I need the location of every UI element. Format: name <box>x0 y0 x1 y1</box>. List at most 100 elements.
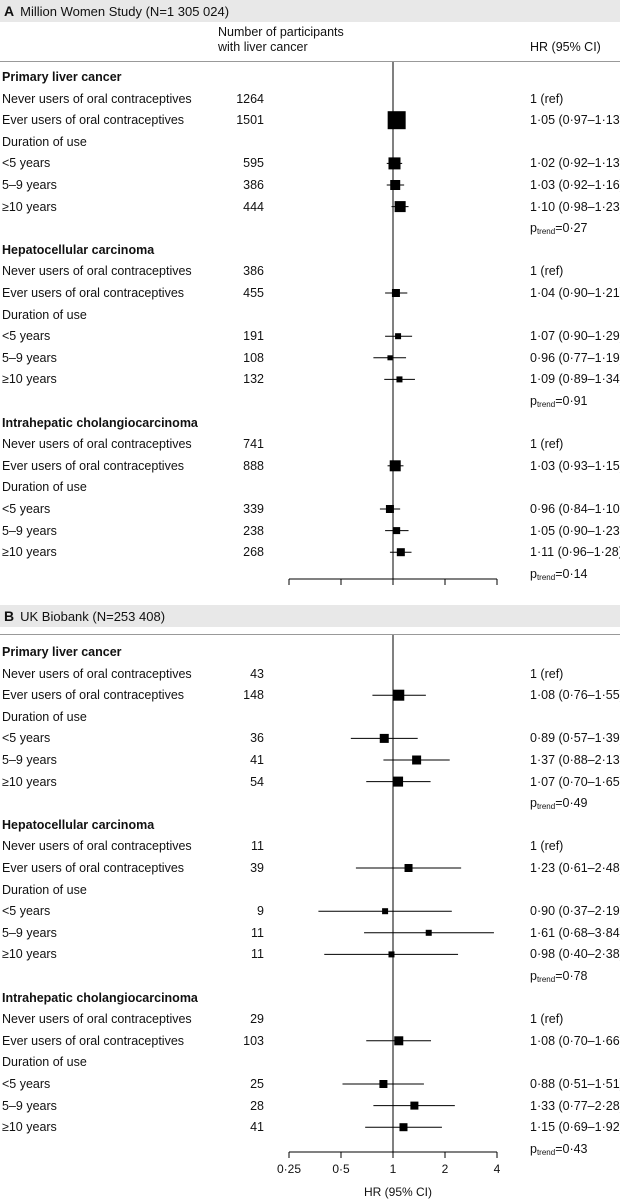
table-row: 5–9 years 41 1·37 (0·88–2·13) <box>0 750 620 770</box>
participant-count: 11 <box>251 947 264 962</box>
p-trend-subscript: trend <box>536 400 556 409</box>
table-row: <5 years 339 0·96 (0·84–1·10) <box>0 499 620 519</box>
trend-row: ptrend=0·49 <box>0 793 620 813</box>
hr-ci-text: 1·03 (0·93–1·15) <box>530 458 620 473</box>
table-row: <5 years 191 1·07 (0·90–1·29) <box>0 326 620 346</box>
table-row: Never users of oral contraceptives 1264 1 … <box>0 89 620 109</box>
p-trend-value: =0·27 <box>555 221 588 236</box>
hr-ci-text: 1·08 (0·76–1·55) <box>530 688 620 703</box>
p-trend-text: ptrend=0·78 <box>530 966 588 990</box>
p-trend-text: ptrend=0·14 <box>530 564 588 588</box>
panel-a-header-rule <box>0 61 620 62</box>
hr-marker <box>389 460 401 472</box>
hr-ci-text: 1 (ref) <box>530 666 564 681</box>
section-row: Primary liver cancer <box>0 642 620 662</box>
x-axis-label: HR (95% CI) <box>364 1185 433 1199</box>
participant-count: 11 <box>251 925 264 940</box>
hr-ci-text: 0·98 (0·40–2·38) <box>530 947 620 962</box>
x-tick-label: 0·5 <box>332 1162 350 1176</box>
panel-b-header-rule <box>0 634 620 635</box>
hr-ci-text: 1·05 (0·97–1·13) <box>530 113 620 128</box>
participant-count: 386 <box>243 178 264 192</box>
row-label: Never users of oral contraceptives <box>2 91 192 106</box>
participant-count: 36 <box>250 731 264 746</box>
table-row: Duration of use <box>0 305 620 325</box>
hr-marker <box>395 333 402 340</box>
p-trend-subscript: trend <box>536 802 556 812</box>
participant-count: 9 <box>257 904 264 919</box>
panel-b-letter: B <box>4 608 15 624</box>
hr-ci-text: 1·02 (0·92–1·13) <box>530 156 620 171</box>
participant-count: 29 <box>250 1012 264 1027</box>
table-row: 5–9 years 386 1·03 (0·92–1·16) <box>0 175 620 195</box>
hr-marker <box>390 180 401 190</box>
section-row: Primary liver cancer <box>0 67 620 87</box>
participants-column-header: Number of participants with liver cancer <box>218 25 344 55</box>
p-trend-text: ptrend=0·27 <box>530 218 588 242</box>
participant-count: 444 <box>243 199 264 214</box>
table-row: ≥10 years 444 1·10 (0·98–1·23) <box>0 197 620 217</box>
row-label: Never users of oral contraceptives <box>2 839 192 854</box>
p-trend-symbol: p <box>530 796 537 811</box>
p-trend-symbol: p <box>530 566 537 581</box>
participant-count: 25 <box>250 1077 264 1091</box>
table-row: Ever users of oral contraceptives 455 1·04… <box>0 283 620 303</box>
row-label: ≥10 years <box>2 372 57 387</box>
row-label: ≥10 years <box>2 545 57 560</box>
panel-a-title: Million Women Study (N=1 305 024) <box>20 4 230 19</box>
participant-count: 54 <box>250 774 264 789</box>
table-row: 5–9 years 108 0·96 (0·77–1·19) <box>0 348 620 368</box>
hr-ci-text: 1 (ref) <box>530 91 564 106</box>
panel-a-letter: A <box>4 3 15 19</box>
row-label: Ever users of oral contraceptives <box>2 688 185 703</box>
x-tick-label: 4 <box>493 1162 501 1176</box>
row-label: Ever users of oral contraceptives <box>2 286 185 300</box>
row-label: Never users of oral contraceptives <box>2 264 192 279</box>
hr-marker <box>394 201 406 213</box>
hr-ci-text: 1·09 (0·89–1·34) <box>530 372 620 387</box>
hr-ci-text: 1 (ref) <box>530 264 564 279</box>
table-row: ≥10 years 11 0·98 (0·40–2·38) <box>0 944 620 964</box>
row-label: Ever users of oral contraceptives <box>2 1033 185 1048</box>
p-trend-value: =0·14 <box>555 566 588 581</box>
section-row: Hepatocellular carcinoma <box>0 815 620 835</box>
row-label: ≥10 years <box>2 947 57 962</box>
table-row: Duration of use <box>0 707 620 727</box>
row-label: <5 years <box>2 904 51 919</box>
hr-marker <box>388 157 401 170</box>
participant-count: 39 <box>250 861 264 875</box>
table-row: Duration of use <box>0 1052 620 1072</box>
hr-ci-text: 1·61 (0·68–3·84) <box>530 925 620 940</box>
p-trend-subscript: trend <box>536 1147 556 1157</box>
participant-count: 268 <box>243 545 264 560</box>
row-label: Duration of use <box>2 480 87 495</box>
participant-count: 191 <box>243 329 264 344</box>
trend-row: ptrend=0·91 <box>0 391 620 411</box>
hr-marker <box>396 548 405 557</box>
table-row: Never users of oral contraceptives 29 1 (r… <box>0 1009 620 1029</box>
x-tick-label: 0·25 <box>276 1162 302 1176</box>
row-label: ≥10 years <box>2 774 57 789</box>
hr-ci-text: 1·07 (0·90–1·29) <box>530 329 620 344</box>
p-trend-subscript: trend <box>536 227 556 237</box>
row-label: Never users of oral contraceptives <box>2 437 192 452</box>
hr-column-header: HR (95% CI) <box>530 40 601 54</box>
hr-marker <box>399 1123 408 1132</box>
table-row: Never users of oral contraceptives 386 1 (… <box>0 261 620 281</box>
section-row: Intrahepatic cholangiocarcinoma <box>0 988 620 1008</box>
row-label: 5–9 years <box>2 523 57 538</box>
hr-marker <box>425 929 432 936</box>
row-label: Duration of use <box>2 307 87 322</box>
hr-ci-text: 1 (ref) <box>530 839 564 854</box>
row-label: <5 years <box>2 502 51 516</box>
row-label: 5–9 years <box>2 1098 57 1113</box>
x-tick-label: 1 <box>389 1162 397 1176</box>
table-row: 5–9 years 11 1·61 (0·68–3·84) <box>0 923 620 943</box>
section-heading: Hepatocellular carcinoma <box>2 817 155 832</box>
trend-row: ptrend=0·27 <box>0 218 620 238</box>
hr-marker <box>393 527 401 535</box>
p-trend-text: ptrend=0·49 <box>530 793 588 817</box>
table-row: <5 years 595 1·02 (0·92–1·13) <box>0 153 620 173</box>
table-row: Duration of use <box>0 880 620 900</box>
